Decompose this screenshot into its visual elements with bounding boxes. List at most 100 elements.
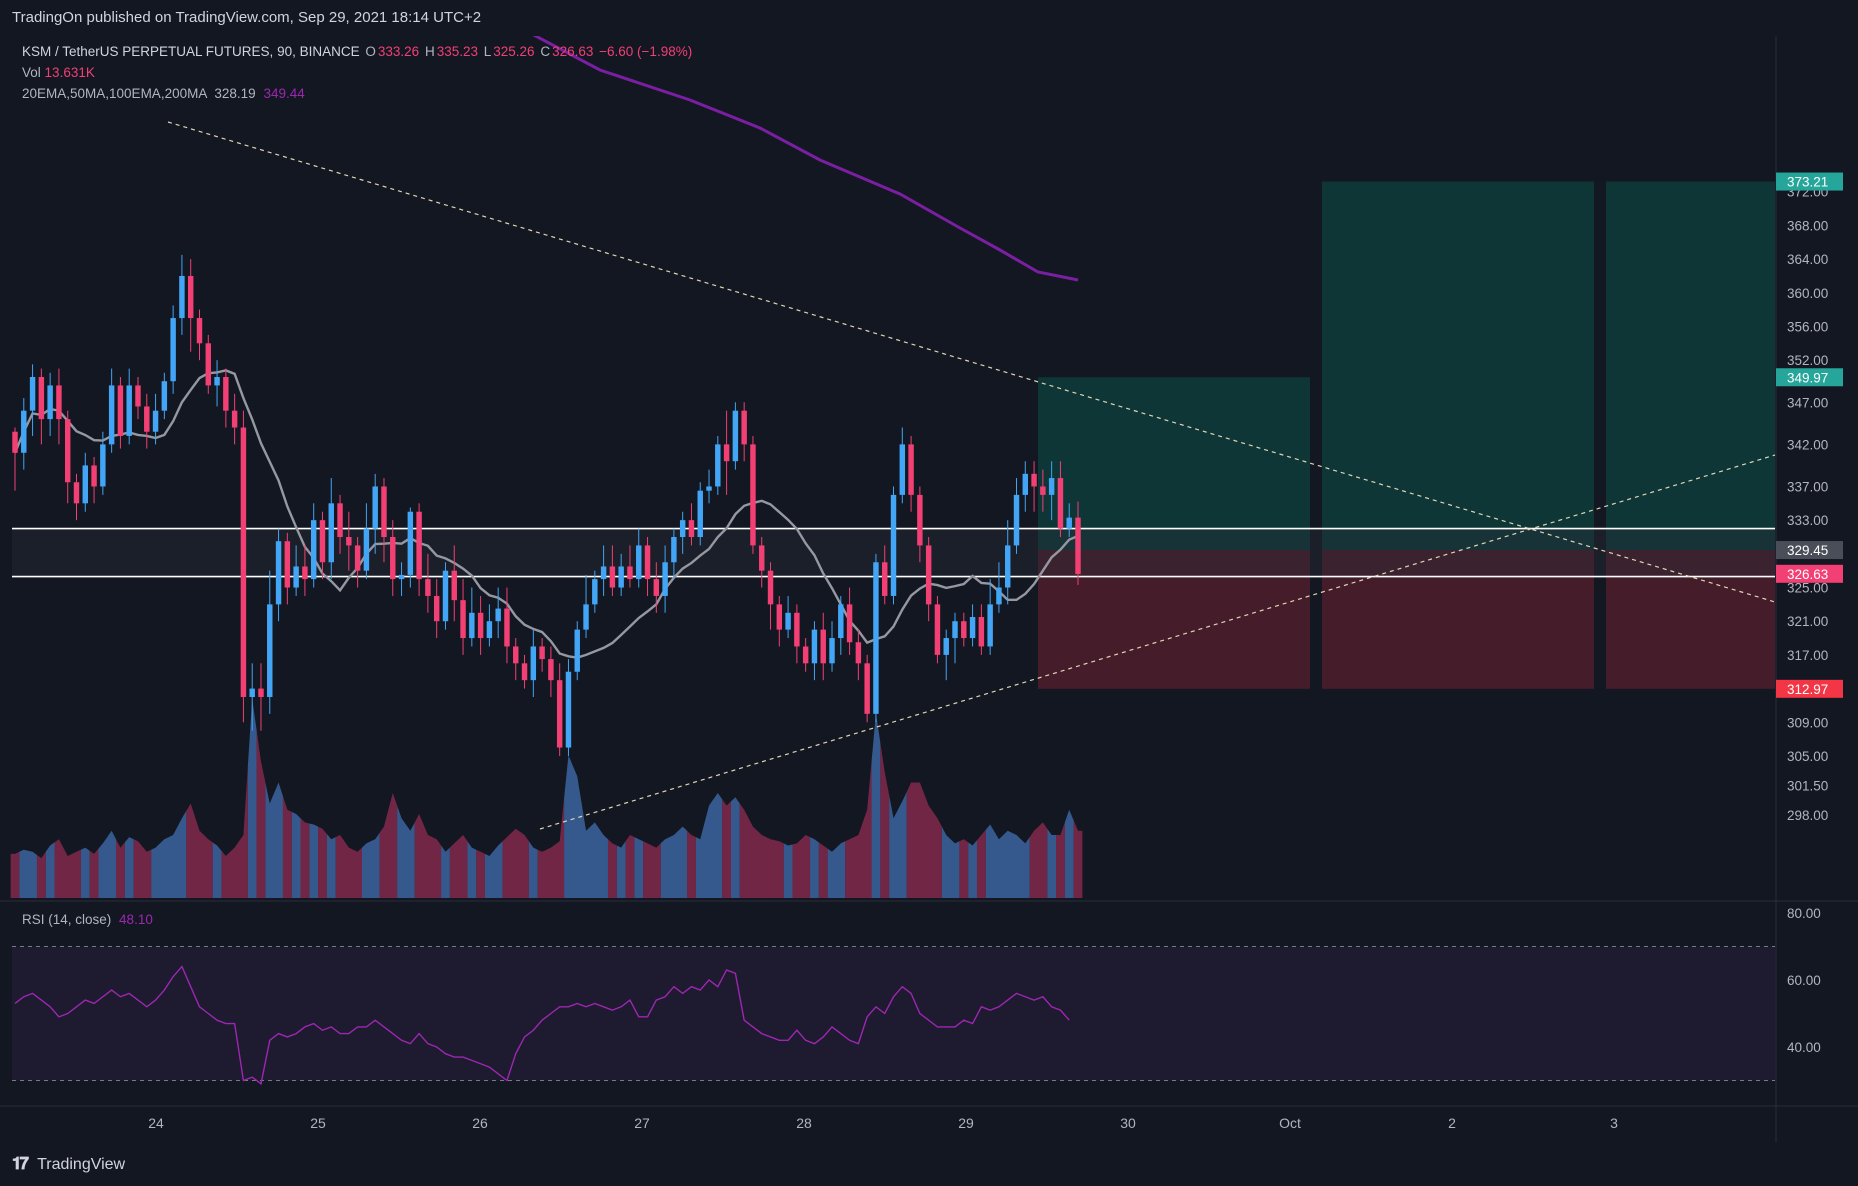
candle-body [275,541,282,605]
time-axis-label: 30 [1120,1115,1136,1131]
candle-body [873,562,879,714]
candle-body [126,385,132,436]
candle-body [715,444,721,487]
candle-body [741,410,747,445]
ma-value-2: 349.44 [263,86,305,101]
time-axis-label: Oct [1279,1115,1301,1131]
candle-body [144,406,150,432]
symbol-legend: KSM / TetherUS PERPETUAL FUTURES, 90, BI… [22,44,693,59]
footer-bar: 𝟏𝟕 TradingView [0,1142,1858,1185]
candle-body [969,617,976,639]
candle-body [618,566,624,588]
candle-body [469,612,475,639]
candle-body [91,465,97,487]
time-axis-label: 27 [634,1115,650,1131]
time-axis-label: 26 [472,1115,488,1131]
price-axis-tick: 342.00 [1787,437,1828,452]
volume-down-area [10,730,1083,898]
price-label-box [1776,564,1843,583]
price-label-box [1776,679,1843,698]
candle-body [47,385,53,420]
rsi-axis-tick: 40.00 [1787,1040,1821,1055]
candle-body [21,410,27,453]
candle-body [381,486,387,537]
candle-body [592,579,598,605]
candle-body [653,579,660,596]
price-label-text: 312.97 [1787,682,1828,697]
candle-body [1004,545,1011,588]
candle-body [196,318,203,344]
price-axis-tick: 309.00 [1787,715,1828,730]
ma-legend: 20EMA,50MA,100EMA,200MA 328.19 349.44 [22,86,305,101]
candle-body [908,444,914,495]
candle-body [1022,473,1029,495]
price-axis-tick: 305.00 [1787,749,1828,764]
candle-body [890,494,897,596]
candle-body [627,566,633,580]
low-value: 325.26 [493,44,535,59]
candle-body [943,638,949,655]
candle-body [117,385,124,436]
candle-body [899,444,906,495]
price-axis-tick: 298.00 [1787,808,1828,823]
tradingview-logo-icon: 𝟏𝟕 [12,1154,29,1173]
price-axis-tick: 347.00 [1787,395,1828,410]
rsi-line [14,965,1070,1086]
candle-body [495,608,501,622]
price-chart[interactable]: 372.00368.00364.00360.00356.00352.00347.… [0,36,1858,1142]
candle-body [328,503,334,563]
price-label-box [1776,172,1843,191]
candle-body [354,545,361,571]
candle-body [882,562,888,596]
candle-body [64,419,71,483]
candle-body [477,612,484,639]
candle-body [425,579,431,596]
candle-body [486,621,493,639]
candle-body [802,646,809,664]
candle-body [829,638,835,664]
candle-body [319,520,326,563]
candle-body [38,377,45,420]
candle-body [12,431,18,453]
candle-body [451,570,457,601]
stop-zone [1322,550,1594,689]
candle-body [407,511,414,575]
high-value: 335.23 [436,44,478,59]
candle-body [732,410,739,462]
open-value: 333.26 [377,44,420,59]
candle-body [776,604,783,630]
footer-brand[interactable]: TradingView [37,1156,126,1173]
candle-body [1066,517,1072,529]
rsi-label: RSI (14, close) [22,912,112,927]
price-axis-tick: 356.00 [1787,319,1828,334]
candle-body [697,490,703,537]
candle-body [293,566,299,588]
price-axis-tick: 317.00 [1787,648,1828,663]
candle-body [838,604,844,639]
candle-body [161,381,168,411]
candle-body [1040,486,1046,495]
price-axis-tick: 301.50 [1787,778,1828,793]
candle-body [644,545,651,580]
ascending-trendline [539,454,1776,830]
candle-body [996,587,1002,605]
candle-body [513,646,519,664]
target-zone [1606,181,1775,551]
candle-body [961,621,967,639]
candle-body [548,659,554,681]
rsi-axis-tick: 60.00 [1787,973,1821,988]
candle-body [310,520,317,580]
candle-body [987,604,993,647]
candle-body [609,566,616,588]
time-axis-label: 2 [1448,1115,1456,1131]
volume-value: 13.631K [44,65,95,80]
candle-body [811,629,818,664]
candle-body [433,595,440,622]
close-value: 326.63 [552,44,594,59]
candle-body [372,486,378,529]
candle-body [750,444,756,546]
candle-body [662,562,668,596]
published-text: TradingOn published on TradingView.com, … [12,9,482,26]
candle-body [565,671,572,748]
candle-body [864,663,870,714]
